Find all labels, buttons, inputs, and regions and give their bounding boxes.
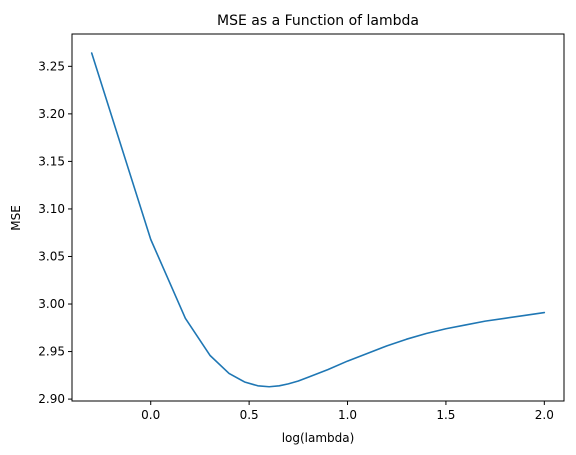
y-axis: 2.90 2.95 3.00 3.05 3.10 3.15 3.20 3.25: [38, 59, 72, 406]
y-tick-label: 3.15: [38, 154, 65, 168]
y-axis-label: MSE: [9, 205, 23, 231]
y-tick-label: 3.05: [38, 249, 65, 263]
x-tick-label: 1.5: [436, 408, 455, 422]
y-tick-label: 3.00: [38, 297, 65, 311]
x-tick-label: 2.0: [535, 408, 554, 422]
y-tick-label: 3.10: [38, 202, 65, 216]
x-axis: 0.0 0.5 1.0 1.5 2.0: [141, 401, 554, 422]
y-tick-label: 3.25: [38, 59, 65, 73]
chart-title: MSE as a Function of lambda: [217, 13, 419, 29]
x-tick-label: 1.0: [338, 408, 357, 422]
x-tick-label: 0.5: [240, 408, 259, 422]
plot-frame: [71, 33, 565, 402]
x-tick-label: 0.0: [141, 408, 160, 422]
mse-line: [90, 52, 546, 388]
x-axis-label: log(lambda): [282, 431, 355, 445]
y-tick-label: 3.20: [38, 107, 65, 121]
y-tick-label: 2.90: [38, 392, 65, 406]
y-tick-label: 2.95: [38, 345, 65, 359]
